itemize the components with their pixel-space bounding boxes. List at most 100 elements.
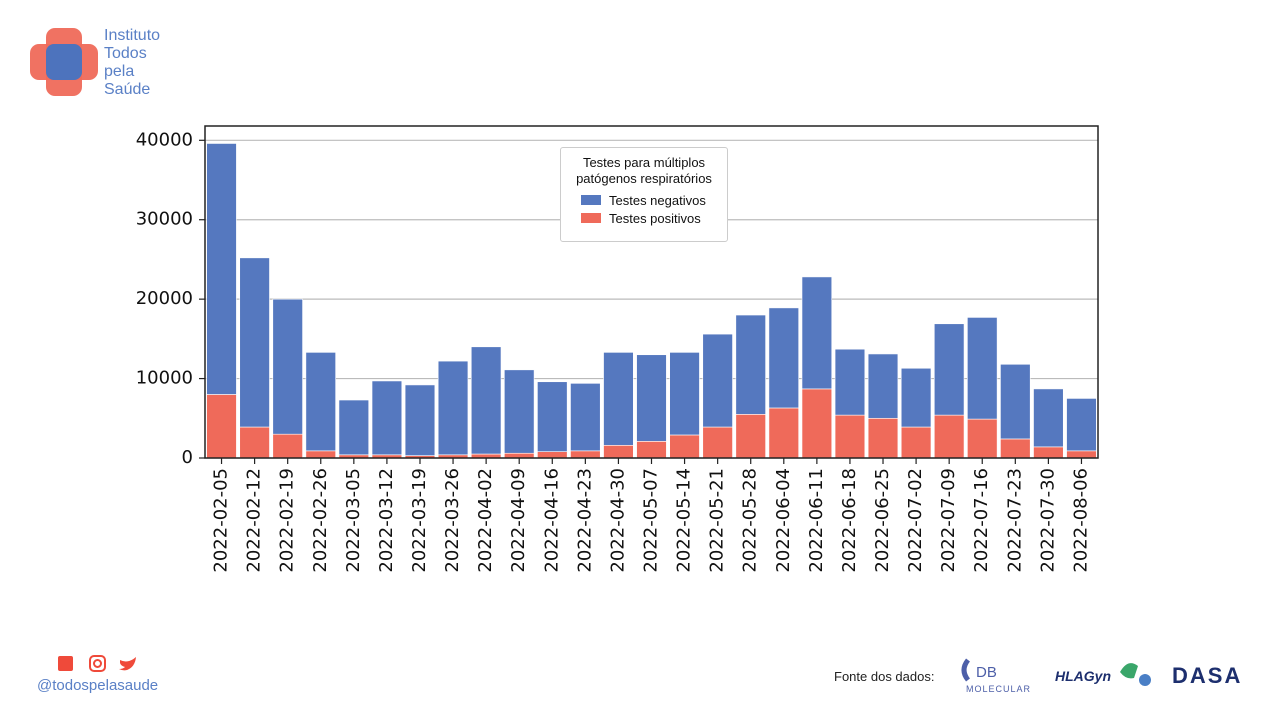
x-tick-label: 2022-03-26 (442, 468, 463, 573)
bar-segment (603, 352, 634, 446)
x-tick-label: 2022-02-05 (211, 468, 232, 573)
bar-segment (768, 407, 799, 459)
hlagyn-logo-mark (1120, 663, 1138, 679)
bar-segment (933, 414, 965, 459)
bar-segment (768, 307, 799, 409)
legend: Testes para múltiplos patógenos respirat… (560, 147, 728, 242)
x-tick-label: 2022-07-09 (938, 468, 959, 573)
bar-segment (1000, 438, 1031, 459)
y-tick-label: 20000 (136, 288, 193, 309)
bar-segment (603, 444, 634, 459)
logo-line: Instituto (104, 27, 161, 44)
x-tick-label: 2022-03-19 (409, 468, 430, 573)
bar-segment (371, 380, 403, 456)
bar-segment (537, 381, 568, 452)
legend-label: Testes negativos (609, 192, 706, 208)
x-tick-label: 2022-07-02 (905, 468, 926, 573)
x-tick-label: 2022-04-02 (475, 468, 496, 573)
x-tick-label: 2022-06-18 (839, 468, 860, 573)
bar-segment (1000, 363, 1031, 440)
plot: 0 10000 20000 30000 40000 2022-02-05 2022-02-1… (136, 125, 1099, 573)
x-tick-label: 2022-02-12 (244, 468, 265, 573)
bar-segment (470, 346, 502, 455)
bar-segment (570, 383, 601, 452)
x-tick-label: 2022-05-14 (674, 468, 695, 573)
y-tick-label: 30000 (136, 209, 193, 230)
bar-segment (702, 426, 733, 459)
legend-label: Testes positivos (609, 210, 701, 226)
x-tick-label: 2022-05-28 (740, 468, 761, 573)
bar-segment (867, 417, 899, 459)
legend-title: Testes para múltiplos patógenos respirat… (576, 155, 712, 186)
bar-segment (404, 384, 436, 456)
bar-segment (305, 352, 336, 452)
bar-segment (900, 426, 932, 459)
x-tick-label: 2022-04-23 (574, 468, 595, 573)
x-tick-label: 2022-04-16 (541, 468, 562, 573)
x-tick-label: 2022-07-23 (1004, 468, 1025, 573)
bar-segment (900, 367, 932, 428)
handle[interactable]: @todospelasaude (37, 677, 159, 694)
bar-segment (669, 352, 700, 436)
y-tick-label: 10000 (136, 368, 193, 389)
partner-dasa: DASA (1172, 663, 1243, 688)
bar-segment (801, 388, 833, 459)
partner-hlagyn: HLAGyn (1055, 668, 1111, 684)
hlagyn-logo-dot (1139, 674, 1151, 686)
bar-segment (933, 323, 965, 416)
partner-db: DB (976, 664, 997, 681)
legend-entry: Testes positivos (581, 209, 727, 227)
source-label: Fonte dos dados: (834, 669, 935, 684)
bar-segment (239, 426, 270, 459)
bar-segment (1033, 388, 1064, 448)
legend-swatch (581, 213, 601, 223)
plot-frame (204, 125, 1099, 459)
x-tick-label: 2022-04-30 (607, 468, 628, 573)
bar-segment (272, 298, 303, 435)
bar-segment (206, 394, 237, 459)
bar-segment (504, 369, 535, 454)
bar-segment (834, 348, 866, 416)
logo-text: Instituto Todos pela Saúde (104, 27, 160, 99)
x-tick-label: 2022-06-25 (872, 468, 893, 573)
bar-segment (636, 441, 667, 459)
bar-segment (967, 418, 998, 459)
bar-segment (239, 257, 270, 428)
bar-segment (537, 451, 568, 459)
db-logo-mark (961, 658, 971, 682)
x-tick-label: 2022-06-04 (773, 468, 794, 573)
x-tick-label: 2022-03-05 (343, 468, 364, 573)
x-tick-label: 2022-07-16 (971, 468, 992, 573)
x-tick-label: 2022-05-07 (641, 468, 662, 573)
bar-segment (834, 414, 866, 459)
legend-swatch (581, 195, 601, 205)
social-icons (58, 655, 136, 672)
bar-segment (735, 414, 766, 459)
bar-segment (636, 354, 667, 442)
bar-segment (305, 450, 336, 459)
partner-db-sub: MOLECULAR (966, 684, 1032, 694)
legend-entry: Testes negativos (581, 191, 727, 209)
bar-segment (669, 434, 700, 459)
logo-line: Saúde (104, 81, 151, 98)
x-tick-label: 2022-02-26 (310, 468, 331, 573)
bar-segment (1033, 446, 1064, 459)
logo-line: Todos (104, 45, 147, 62)
bar-segment (206, 143, 237, 395)
x-tick-label: 2022-02-19 (277, 468, 298, 573)
logo-icon (30, 28, 98, 96)
bar-segment (702, 333, 733, 428)
bar-segment (272, 433, 303, 459)
bar-segment (867, 353, 899, 419)
x-tick-label: 2022-03-12 (376, 468, 397, 573)
x-tick-label: 2022-04-09 (508, 468, 529, 573)
bar-segment (437, 360, 469, 456)
bar-segment (1066, 398, 1097, 452)
bar-segment (1066, 450, 1097, 459)
x-tick-label: 2022-08-06 (1070, 468, 1091, 573)
x-tick-label: 2022-07-30 (1037, 468, 1058, 573)
x-tick-label: 2022-06-11 (806, 468, 827, 573)
x-tick-label: 2022-05-21 (707, 468, 728, 573)
